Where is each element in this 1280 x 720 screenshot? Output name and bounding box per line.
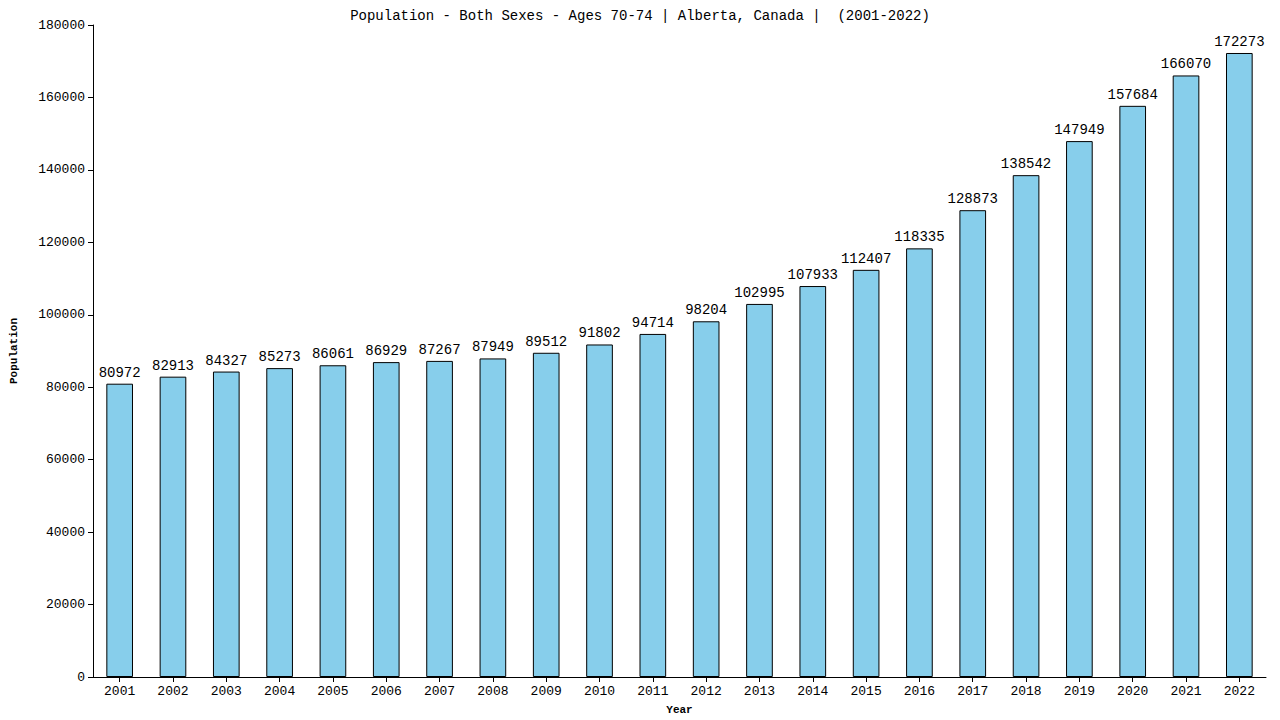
svg-text:2016: 2016 xyxy=(904,684,935,699)
svg-text:Population - Both Sexes - Ages: Population - Both Sexes - Ages 70-74 | A… xyxy=(350,8,930,24)
svg-text:2013: 2013 xyxy=(744,684,775,699)
svg-text:2005: 2005 xyxy=(317,684,348,699)
svg-text:140000: 140000 xyxy=(38,162,85,177)
svg-text:2012: 2012 xyxy=(691,684,722,699)
svg-text:2007: 2007 xyxy=(424,684,455,699)
svg-text:2011: 2011 xyxy=(637,684,668,699)
svg-text:20000: 20000 xyxy=(46,597,85,612)
svg-text:2018: 2018 xyxy=(1010,684,1041,699)
svg-text:85273: 85273 xyxy=(259,349,301,365)
svg-text:80972: 80972 xyxy=(99,365,141,381)
svg-text:147949: 147949 xyxy=(1054,122,1104,138)
svg-text:102995: 102995 xyxy=(734,285,784,301)
svg-text:89512: 89512 xyxy=(525,334,567,350)
svg-text:118335: 118335 xyxy=(894,229,944,245)
svg-text:Year: Year xyxy=(666,704,692,716)
svg-text:2006: 2006 xyxy=(371,684,402,699)
svg-text:91802: 91802 xyxy=(579,325,621,341)
svg-text:166070: 166070 xyxy=(1161,56,1211,72)
svg-text:172273: 172273 xyxy=(1214,34,1264,50)
svg-text:87267: 87267 xyxy=(419,342,461,358)
svg-text:60000: 60000 xyxy=(46,452,85,467)
svg-text:2008: 2008 xyxy=(477,684,508,699)
svg-text:112407: 112407 xyxy=(841,251,891,267)
svg-text:80000: 80000 xyxy=(46,380,85,395)
svg-text:160000: 160000 xyxy=(38,90,85,105)
svg-text:0: 0 xyxy=(77,670,85,685)
svg-text:2002: 2002 xyxy=(157,684,188,699)
svg-text:2022: 2022 xyxy=(1224,684,1255,699)
svg-text:86929: 86929 xyxy=(365,343,407,359)
svg-text:82913: 82913 xyxy=(152,358,194,374)
svg-text:157684: 157684 xyxy=(1107,87,1157,103)
svg-text:84327: 84327 xyxy=(205,353,247,369)
svg-text:2021: 2021 xyxy=(1170,684,1201,699)
svg-text:2017: 2017 xyxy=(957,684,988,699)
svg-text:2009: 2009 xyxy=(531,684,562,699)
svg-text:2001: 2001 xyxy=(104,684,135,699)
svg-text:180000: 180000 xyxy=(38,18,85,33)
svg-text:107933: 107933 xyxy=(788,267,838,283)
svg-text:128873: 128873 xyxy=(948,191,998,207)
svg-text:100000: 100000 xyxy=(38,307,85,322)
svg-text:2003: 2003 xyxy=(211,684,242,699)
svg-text:86061: 86061 xyxy=(312,346,354,362)
svg-text:2020: 2020 xyxy=(1117,684,1148,699)
svg-text:120000: 120000 xyxy=(38,235,85,250)
svg-text:2010: 2010 xyxy=(584,684,615,699)
svg-text:87949: 87949 xyxy=(472,339,514,355)
svg-text:2004: 2004 xyxy=(264,684,295,699)
svg-text:94714: 94714 xyxy=(632,315,674,331)
svg-text:2015: 2015 xyxy=(851,684,882,699)
svg-text:138542: 138542 xyxy=(1001,156,1051,172)
svg-text:2014: 2014 xyxy=(797,684,828,699)
svg-text:40000: 40000 xyxy=(46,525,85,540)
svg-text:98204: 98204 xyxy=(685,302,727,318)
svg-text:2019: 2019 xyxy=(1064,684,1095,699)
svg-text:Population: Population xyxy=(8,318,20,384)
